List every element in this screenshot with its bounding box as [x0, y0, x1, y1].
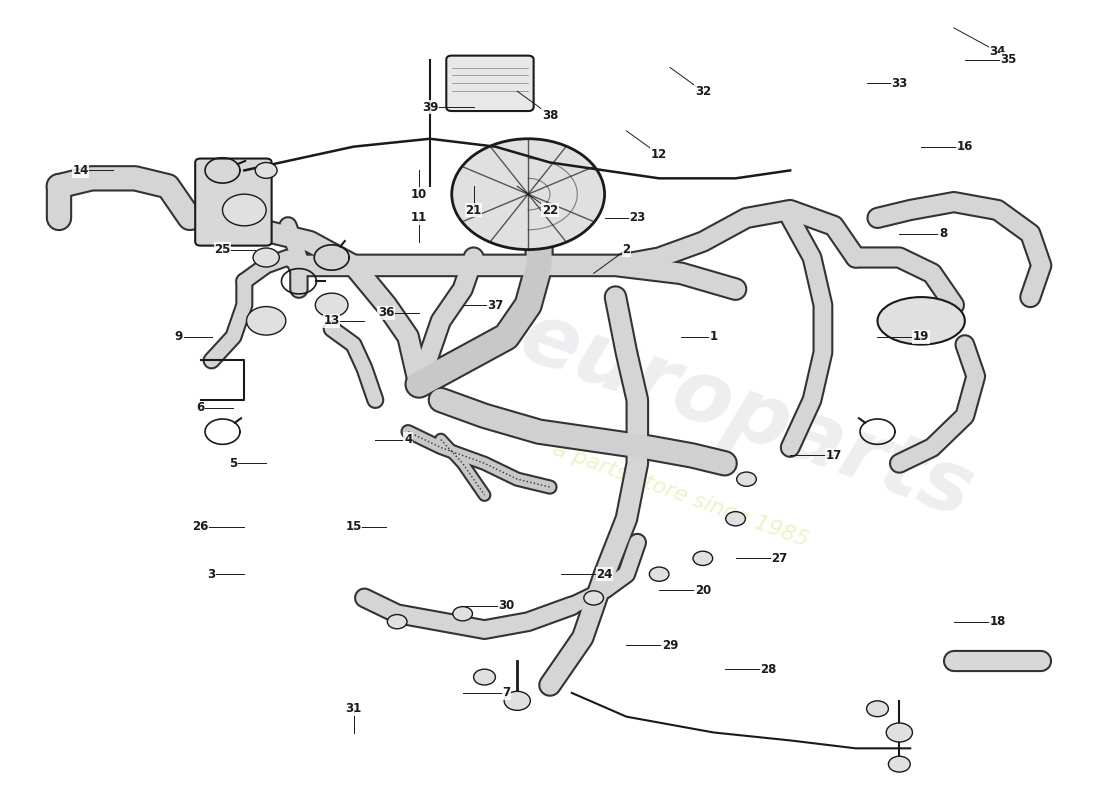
Text: 26: 26: [192, 520, 209, 533]
Text: 23: 23: [629, 211, 646, 225]
Text: 7: 7: [503, 686, 510, 699]
Circle shape: [649, 567, 669, 582]
Text: 16: 16: [957, 140, 974, 153]
Circle shape: [453, 606, 473, 621]
Text: 2: 2: [623, 243, 630, 256]
Text: 3: 3: [208, 568, 216, 581]
Text: 13: 13: [323, 314, 340, 327]
Text: 30: 30: [498, 599, 515, 612]
Circle shape: [887, 723, 912, 742]
Text: 31: 31: [345, 702, 362, 715]
Text: 11: 11: [411, 211, 427, 225]
Text: 10: 10: [411, 188, 427, 201]
Text: 9: 9: [175, 330, 183, 343]
Text: 15: 15: [345, 520, 362, 533]
Text: 25: 25: [214, 243, 231, 256]
Text: 21: 21: [465, 203, 482, 217]
Text: 27: 27: [771, 552, 788, 565]
Circle shape: [584, 590, 604, 605]
Circle shape: [867, 701, 889, 717]
Circle shape: [387, 614, 407, 629]
Text: 14: 14: [73, 164, 89, 177]
Text: 33: 33: [891, 77, 908, 90]
Text: 5: 5: [229, 457, 238, 470]
Text: 17: 17: [826, 449, 842, 462]
Circle shape: [737, 472, 757, 486]
Circle shape: [474, 669, 495, 685]
Text: 24: 24: [596, 568, 613, 581]
Circle shape: [889, 756, 910, 772]
Text: a parts store since 1985: a parts store since 1985: [550, 439, 812, 550]
Text: 38: 38: [542, 109, 558, 122]
Text: 39: 39: [421, 101, 438, 114]
Text: 22: 22: [542, 203, 558, 217]
Text: 20: 20: [695, 583, 711, 597]
Ellipse shape: [878, 297, 965, 345]
Circle shape: [452, 138, 605, 250]
Text: europarts: europarts: [508, 295, 984, 536]
Text: 8: 8: [939, 227, 947, 240]
Text: 34: 34: [989, 45, 1005, 58]
Text: 32: 32: [695, 85, 711, 98]
Text: 4: 4: [404, 433, 412, 446]
Circle shape: [726, 512, 746, 526]
FancyBboxPatch shape: [447, 56, 534, 111]
Circle shape: [504, 691, 530, 710]
Circle shape: [316, 293, 348, 317]
Text: 12: 12: [651, 148, 668, 161]
Text: 18: 18: [989, 615, 1005, 628]
Circle shape: [255, 162, 277, 178]
Text: 19: 19: [913, 330, 930, 343]
Text: 6: 6: [197, 402, 205, 414]
Text: 35: 35: [1000, 53, 1016, 66]
Text: 36: 36: [378, 306, 395, 319]
Circle shape: [253, 248, 279, 267]
Circle shape: [693, 551, 713, 566]
Text: 1: 1: [710, 330, 718, 343]
Text: 29: 29: [662, 639, 679, 652]
FancyBboxPatch shape: [195, 158, 272, 246]
Circle shape: [222, 194, 266, 226]
Circle shape: [246, 306, 286, 335]
Text: 28: 28: [760, 662, 777, 676]
Text: 37: 37: [487, 298, 504, 311]
